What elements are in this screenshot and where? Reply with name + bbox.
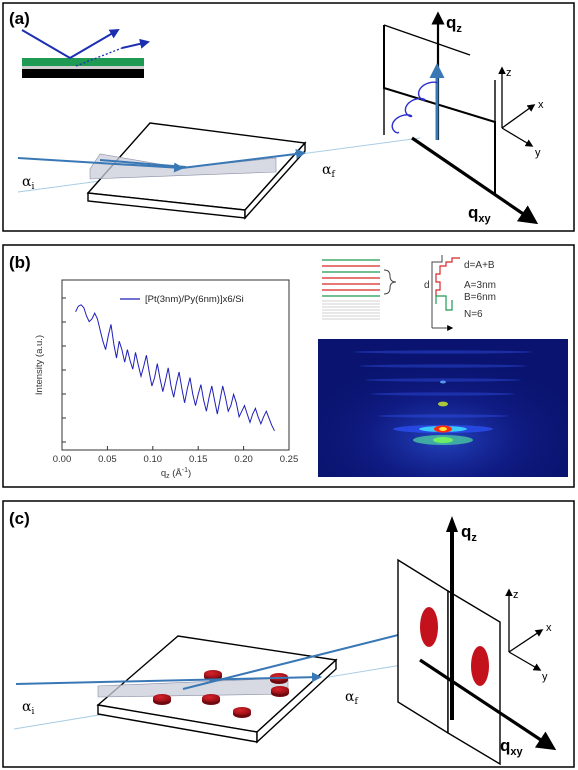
d-mark: d <box>424 280 430 291</box>
qz-label-c: qz <box>461 522 477 544</box>
incident-beam-c <box>15 672 322 685</box>
nanodisk <box>153 694 171 705</box>
detector-left <box>397 558 449 735</box>
y-axis-label: Intensity (a.u.) <box>34 335 45 395</box>
green-film-layer <box>22 58 144 66</box>
sample-slab-c <box>96 635 338 744</box>
inset-exit-ray <box>121 38 150 49</box>
plot-area <box>61 279 290 451</box>
qz-label: qz <box>446 13 462 35</box>
panel-a-label: (a) <box>9 9 30 28</box>
substrate-layer <box>22 69 144 78</box>
x-tick-label: 0.10 <box>144 454 163 465</box>
qxy-axis-c <box>419 658 557 751</box>
xyz-triad-a: z x y <box>498 66 544 159</box>
series-line <box>75 304 275 432</box>
alpha-f-label: αf <box>322 162 335 180</box>
incident-beam <box>17 157 184 173</box>
axis-y-label: y <box>535 147 541 159</box>
note-d: d=A+B <box>464 260 495 271</box>
reflection-inset <box>21 28 150 78</box>
x-tick-label: 0.00 <box>53 454 72 465</box>
panel-c: (c) αi αf qz qxy <box>2 500 575 768</box>
detector-fringe <box>377 414 509 418</box>
inset-refracted-ray <box>75 47 123 67</box>
legend-label: [Pt(3nm)/Py(6nm)]x6/Si <box>145 294 244 305</box>
interface-layer <box>22 66 144 69</box>
nanodisk <box>271 686 289 697</box>
axis-z-label-c: z <box>513 589 519 601</box>
axis-x-label-c: x <box>546 622 552 634</box>
detector-fringe <box>365 378 521 382</box>
panel-c-label: (c) <box>9 509 30 528</box>
detector-fringe <box>353 350 533 354</box>
x-tick-label: 0.25 <box>280 454 299 465</box>
exit-beam-c <box>182 627 420 690</box>
x-axis-label: qz (Å-1) <box>161 467 191 480</box>
inset-incident-ray <box>21 29 71 59</box>
detector-fringe <box>359 364 527 368</box>
note-b: B=6nm <box>464 292 496 303</box>
note-n: N=6 <box>464 309 483 320</box>
x-ticks: 0.00 0.05 0.10 0.15 0.20 0.25 <box>53 446 299 465</box>
x-tick-label: 0.15 <box>189 454 208 465</box>
panel-b-label: (b) <box>9 253 31 272</box>
sample-slab <box>86 122 307 220</box>
x-tick-label: 0.05 <box>98 454 117 465</box>
nanodisk <box>202 694 220 705</box>
note-a: A=3nm <box>464 280 496 291</box>
axis-x-label: x <box>538 99 544 111</box>
panel-a: (a) αi αf <box>2 2 575 232</box>
qxy-label: qxy <box>468 203 492 225</box>
reflectivity-chart: 0.00 0.05 0.10 0.15 0.20 0.25 [Pt(3nm)/Py(6nm… <box>34 279 299 480</box>
inset-reflected-ray <box>69 28 120 59</box>
x-tick-label: 0.20 <box>234 454 253 465</box>
detector-outline <box>383 25 496 195</box>
alpha-i-label: αi <box>22 174 34 192</box>
axis-y-label-c: y <box>542 671 548 683</box>
gisaxs-detector-image <box>318 339 568 477</box>
xyz-triad-c: z x y <box>505 588 552 683</box>
qxy-label-c: qxy <box>500 736 524 758</box>
panel-c-frame <box>2 500 575 768</box>
panel-b: (b) 0.00 0.05 0.10 0.15 0.20 0.25 [Pt(3nm)/Py… <box>2 244 575 488</box>
nanodisk-array <box>153 670 289 718</box>
axis-z-label: z <box>506 67 512 79</box>
multilayer-schematic: d d=A+B A=3nm B=6nm N=6 <box>322 255 496 331</box>
panel-a-frame <box>2 2 575 232</box>
alpha-f-label-c: αf <box>345 689 358 707</box>
wave-helix <box>391 81 438 134</box>
nanodisk <box>233 707 251 718</box>
bragg-rod-right <box>471 646 489 686</box>
bragg-rod-left <box>420 607 438 647</box>
exit-beam <box>181 149 306 169</box>
alpha-i-label-c: αi <box>22 699 34 717</box>
incident-beam-continuation <box>99 159 187 168</box>
y-ticks <box>62 297 66 443</box>
qxy-axis <box>411 136 539 225</box>
panel-b-frame <box>2 244 575 488</box>
detector-fringe <box>371 392 515 396</box>
